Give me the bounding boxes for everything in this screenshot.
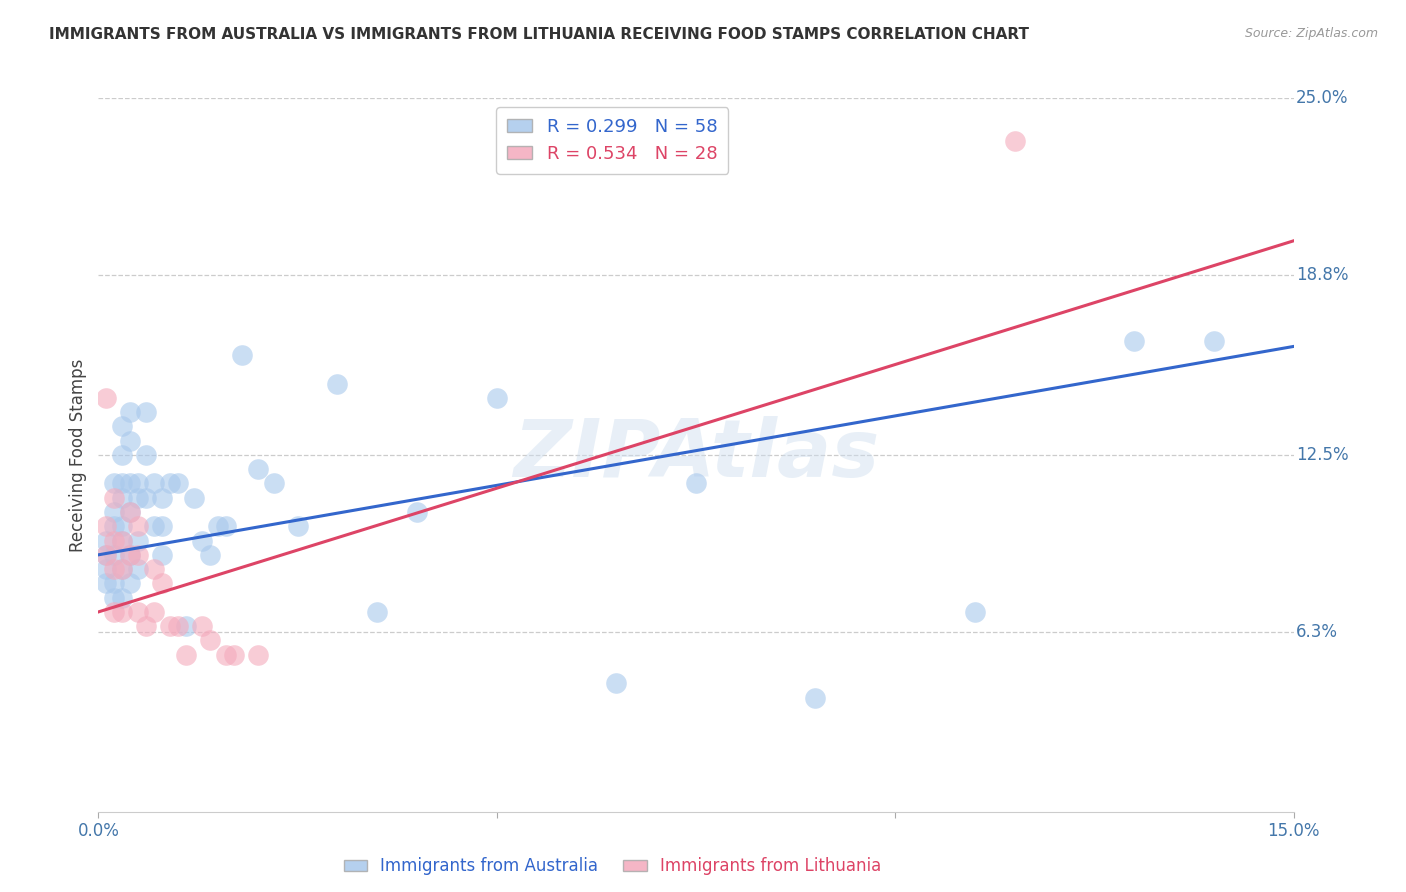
- Point: [287, 519, 309, 533]
- Point: [127, 491, 149, 505]
- Point: [103, 562, 125, 576]
- Point: [246, 648, 269, 662]
- Point: [96, 576, 118, 591]
- Point: [111, 562, 134, 576]
- Point: [804, 690, 827, 705]
- Point: [135, 619, 157, 633]
- Text: 12.5%: 12.5%: [1296, 446, 1348, 464]
- Point: [120, 405, 142, 419]
- Point: [111, 519, 134, 533]
- Point: [120, 476, 142, 491]
- Point: [111, 605, 134, 619]
- Point: [103, 605, 125, 619]
- Point: [111, 533, 134, 548]
- Point: [191, 533, 214, 548]
- Point: [103, 505, 125, 519]
- Point: [111, 591, 134, 605]
- Point: [366, 605, 388, 619]
- Point: [963, 605, 986, 619]
- Point: [127, 476, 149, 491]
- Point: [150, 519, 173, 533]
- Point: [96, 519, 118, 533]
- Point: [103, 519, 125, 533]
- Point: [103, 576, 125, 591]
- Text: 25.0%: 25.0%: [1296, 89, 1348, 107]
- Point: [127, 519, 149, 533]
- Point: [198, 633, 221, 648]
- Point: [96, 391, 118, 405]
- Point: [246, 462, 269, 476]
- Point: [111, 419, 134, 434]
- Point: [150, 548, 173, 562]
- Point: [120, 576, 142, 591]
- Point: [159, 619, 181, 633]
- Point: [103, 491, 125, 505]
- Point: [120, 548, 142, 562]
- Point: [127, 533, 149, 548]
- Point: [135, 491, 157, 505]
- Point: [215, 519, 238, 533]
- Point: [135, 405, 157, 419]
- Point: [96, 548, 118, 562]
- Point: [127, 562, 149, 576]
- Point: [96, 548, 118, 562]
- Point: [103, 476, 125, 491]
- Point: [605, 676, 627, 690]
- Point: [1004, 134, 1026, 148]
- Point: [183, 491, 205, 505]
- Point: [191, 619, 214, 633]
- Point: [120, 505, 142, 519]
- Point: [135, 448, 157, 462]
- Point: [120, 434, 142, 448]
- Point: [111, 533, 134, 548]
- Point: [485, 391, 508, 405]
- Point: [96, 533, 118, 548]
- Point: [111, 448, 134, 462]
- Point: [150, 491, 173, 505]
- Point: [1202, 334, 1225, 348]
- Point: [231, 348, 253, 362]
- Point: [167, 619, 190, 633]
- Point: [174, 619, 197, 633]
- Point: [174, 648, 197, 662]
- Point: [120, 548, 142, 562]
- Text: ZIPAtlas: ZIPAtlas: [513, 416, 879, 494]
- Point: [111, 562, 134, 576]
- Point: [127, 605, 149, 619]
- Text: IMMIGRANTS FROM AUSTRALIA VS IMMIGRANTS FROM LITHUANIA RECEIVING FOOD STAMPS COR: IMMIGRANTS FROM AUSTRALIA VS IMMIGRANTS …: [49, 27, 1029, 42]
- Point: [96, 562, 118, 576]
- Point: [143, 476, 166, 491]
- Point: [167, 476, 190, 491]
- Point: [685, 476, 707, 491]
- Text: 6.3%: 6.3%: [1296, 623, 1339, 640]
- Point: [120, 505, 142, 519]
- Point: [143, 562, 166, 576]
- Point: [103, 533, 125, 548]
- Point: [215, 648, 238, 662]
- Point: [127, 548, 149, 562]
- Point: [103, 548, 125, 562]
- Point: [103, 591, 125, 605]
- Point: [143, 519, 166, 533]
- Point: [159, 476, 181, 491]
- Text: Source: ZipAtlas.com: Source: ZipAtlas.com: [1244, 27, 1378, 40]
- Point: [150, 576, 173, 591]
- Point: [263, 476, 285, 491]
- Point: [207, 519, 229, 533]
- Point: [406, 505, 429, 519]
- Point: [222, 648, 245, 662]
- Y-axis label: Receiving Food Stamps: Receiving Food Stamps: [69, 359, 87, 551]
- Point: [143, 605, 166, 619]
- Point: [326, 376, 349, 391]
- Point: [1123, 334, 1146, 348]
- Legend: Immigrants from Australia, Immigrants from Lithuania: Immigrants from Australia, Immigrants fr…: [337, 851, 887, 882]
- Point: [111, 491, 134, 505]
- Point: [111, 476, 134, 491]
- Point: [198, 548, 221, 562]
- Text: 18.8%: 18.8%: [1296, 266, 1348, 284]
